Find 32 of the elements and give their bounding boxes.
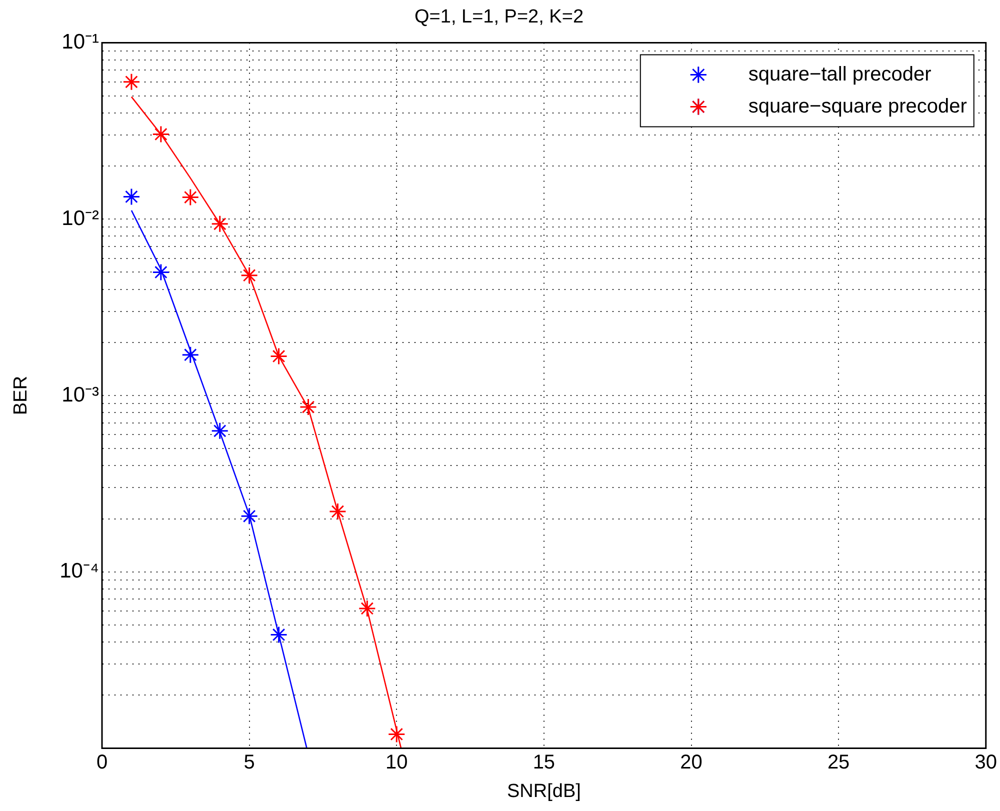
x-axis-title: SNR[dB] — [506, 780, 581, 802]
point — [182, 346, 200, 364]
y-axis-title: BER — [10, 376, 32, 416]
x-tick-label: 25 — [827, 752, 850, 774]
y-tick-label: 10⁻² — [62, 206, 99, 230]
point — [270, 347, 288, 365]
point — [328, 502, 346, 520]
point — [152, 126, 170, 143]
point — [388, 725, 406, 743]
y-tick-label: 10⁻³ — [62, 383, 99, 406]
point — [240, 507, 258, 525]
point — [299, 398, 317, 416]
point — [270, 626, 288, 644]
point — [211, 422, 229, 440]
point — [152, 263, 170, 281]
point — [358, 600, 376, 618]
y-tick-label: 10⁻¹ — [62, 30, 99, 54]
point — [122, 188, 140, 206]
x-tick-label: 10 — [386, 752, 408, 774]
x-tick-label: 0 — [96, 752, 108, 774]
point — [240, 266, 258, 284]
point — [122, 73, 140, 91]
legend-label: square−square precoder — [748, 95, 968, 118]
x-tick-label: 5 — [244, 752, 255, 774]
legend-label: square−tall precoder — [748, 63, 932, 86]
x-tick-label: 15 — [532, 752, 556, 774]
y-tick-label: 10⁻⁴ — [60, 560, 99, 583]
point — [182, 188, 200, 206]
chart-title: Q=1, L=1, P=2, K=2 — [414, 6, 584, 28]
point — [211, 215, 229, 233]
x-tick-label: 20 — [680, 752, 702, 774]
x-tick-label: 30 — [974, 752, 997, 774]
